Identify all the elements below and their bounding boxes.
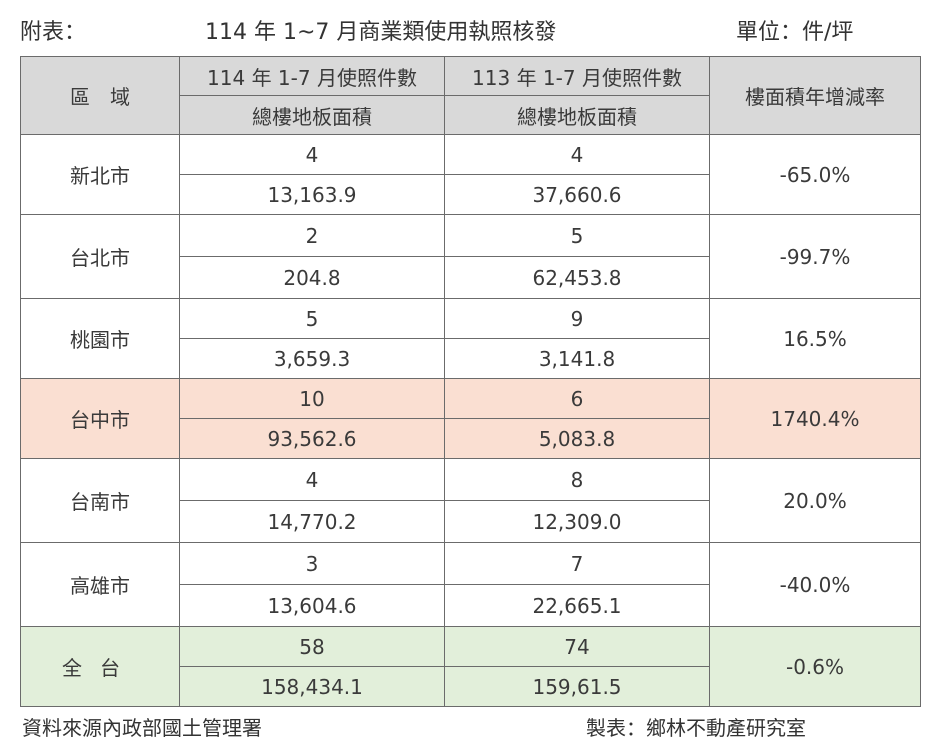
table-row: 新北市 4 4 -65.0% [20,134,921,215]
table-row: 14,770.2 12,309.0 [21,500,921,543]
rate-cell: -0.6% [709,626,921,707]
rate-cell: -65.0% [709,134,921,215]
area-113-cell: 22,665.1 [444,584,710,627]
count-114-cell: 2 [179,214,445,257]
area-113-cell: 62,453.8 [444,256,710,299]
table-row: 高雄市 3 7 -40.0% [20,542,921,627]
area-113-cell: 5,083.8 [444,418,710,459]
area-113-cell: 37,660.6 [444,174,710,215]
table-row: 3,659.3 3,141.8 [21,338,921,379]
rate-cell: 1740.4% [709,378,921,459]
count-113-cell: 7 [444,542,710,585]
table-row-highlighted: 93,562.6 5,083.8 [21,418,921,459]
count-113-header: 113 年 1-7 月使照件數 [444,56,710,96]
rate-cell: -99.7% [709,214,921,299]
area-114-cell: 14,770.2 [179,500,445,543]
area-114-cell: 3,659.3 [179,338,445,379]
count-114-cell: 5 [179,298,445,339]
rate-cell: 20.0% [709,458,921,543]
table-row-total: 158,434.1 159,61.5 [21,666,921,707]
unit-label: 單位：件/坪 [736,20,854,45]
region-cell: 台中市 [20,378,180,459]
area-113-cell: 3,141.8 [444,338,710,379]
count-114-cell: 4 [179,458,445,501]
area-113-cell: 12,309.0 [444,500,710,543]
table-row: 桃園市 5 9 16.5% [20,298,921,379]
area-114-cell: 93,562.6 [179,418,445,459]
area-114-cell: 204.8 [179,256,445,299]
permit-table: 區 域 114 年 1-7 月使照件數 113 年 1-7 月使照件數 樓面積年… [20,56,921,707]
count-113-cell: 5 [444,214,710,257]
region-cell: 桃園市 [20,298,180,379]
count-114-cell: 3 [179,542,445,585]
count-113-cell: 9 [444,298,710,339]
area-114-cell: 158,434.1 [179,666,445,707]
count-114-cell: 10 [179,378,445,419]
rate-cell: 16.5% [709,298,921,379]
page-header: 附表： 114 年 1~7 月商業類使用執照核發 單位：件/坪 [0,0,940,52]
table-row: 台南市 4 8 20.0% [20,458,921,543]
count-114-cell: 4 [179,134,445,175]
rate-header: 樓面積年增減率 [709,56,921,135]
count-113-cell: 6 [444,378,710,419]
table-row-highlighted: 台中市 10 6 1740.4% [20,378,921,459]
region-cell: 高雄市 [20,542,180,627]
region-cell: 全台 [20,626,180,707]
table-title: 114 年 1~7 月商業類使用執照核發 [205,20,557,45]
count-114-cell: 58 [179,626,445,667]
appendix-label: 附表： [20,20,87,45]
rate-cell: -40.0% [709,542,921,627]
table-row: 台北市 2 5 -99.7% [20,214,921,299]
header-row-top: 區 域 114 年 1-7 月使照件數 113 年 1-7 月使照件數 樓面積年… [20,56,921,135]
header-row-bottom: 總樓地板面積 總樓地板面積 [21,95,921,135]
count-114-header: 114 年 1-7 月使照件數 [179,56,445,96]
table-row: 204.8 62,453.8 [21,256,921,299]
area-113-header: 總樓地板面積 [444,95,710,135]
region-header: 區 域 [20,56,180,135]
region-cell: 台北市 [20,214,180,299]
area-114-cell: 13,604.6 [179,584,445,627]
region-cell: 台南市 [20,458,180,543]
region-cell: 新北市 [20,134,180,215]
table-row: 13,604.6 22,665.1 [21,584,921,627]
count-113-cell: 74 [444,626,710,667]
count-113-cell: 4 [444,134,710,175]
maker-note: 製表：鄉林不動產研究室 [586,716,806,740]
source-note: 資料來源內政部國土管理署 [22,716,262,740]
area-114-header: 總樓地板面積 [179,95,445,135]
area-113-cell: 159,61.5 [444,666,710,707]
count-113-cell: 8 [444,458,710,501]
table-row-total: 全台 58 74 -0.6% [20,626,921,707]
area-114-cell: 13,163.9 [179,174,445,215]
